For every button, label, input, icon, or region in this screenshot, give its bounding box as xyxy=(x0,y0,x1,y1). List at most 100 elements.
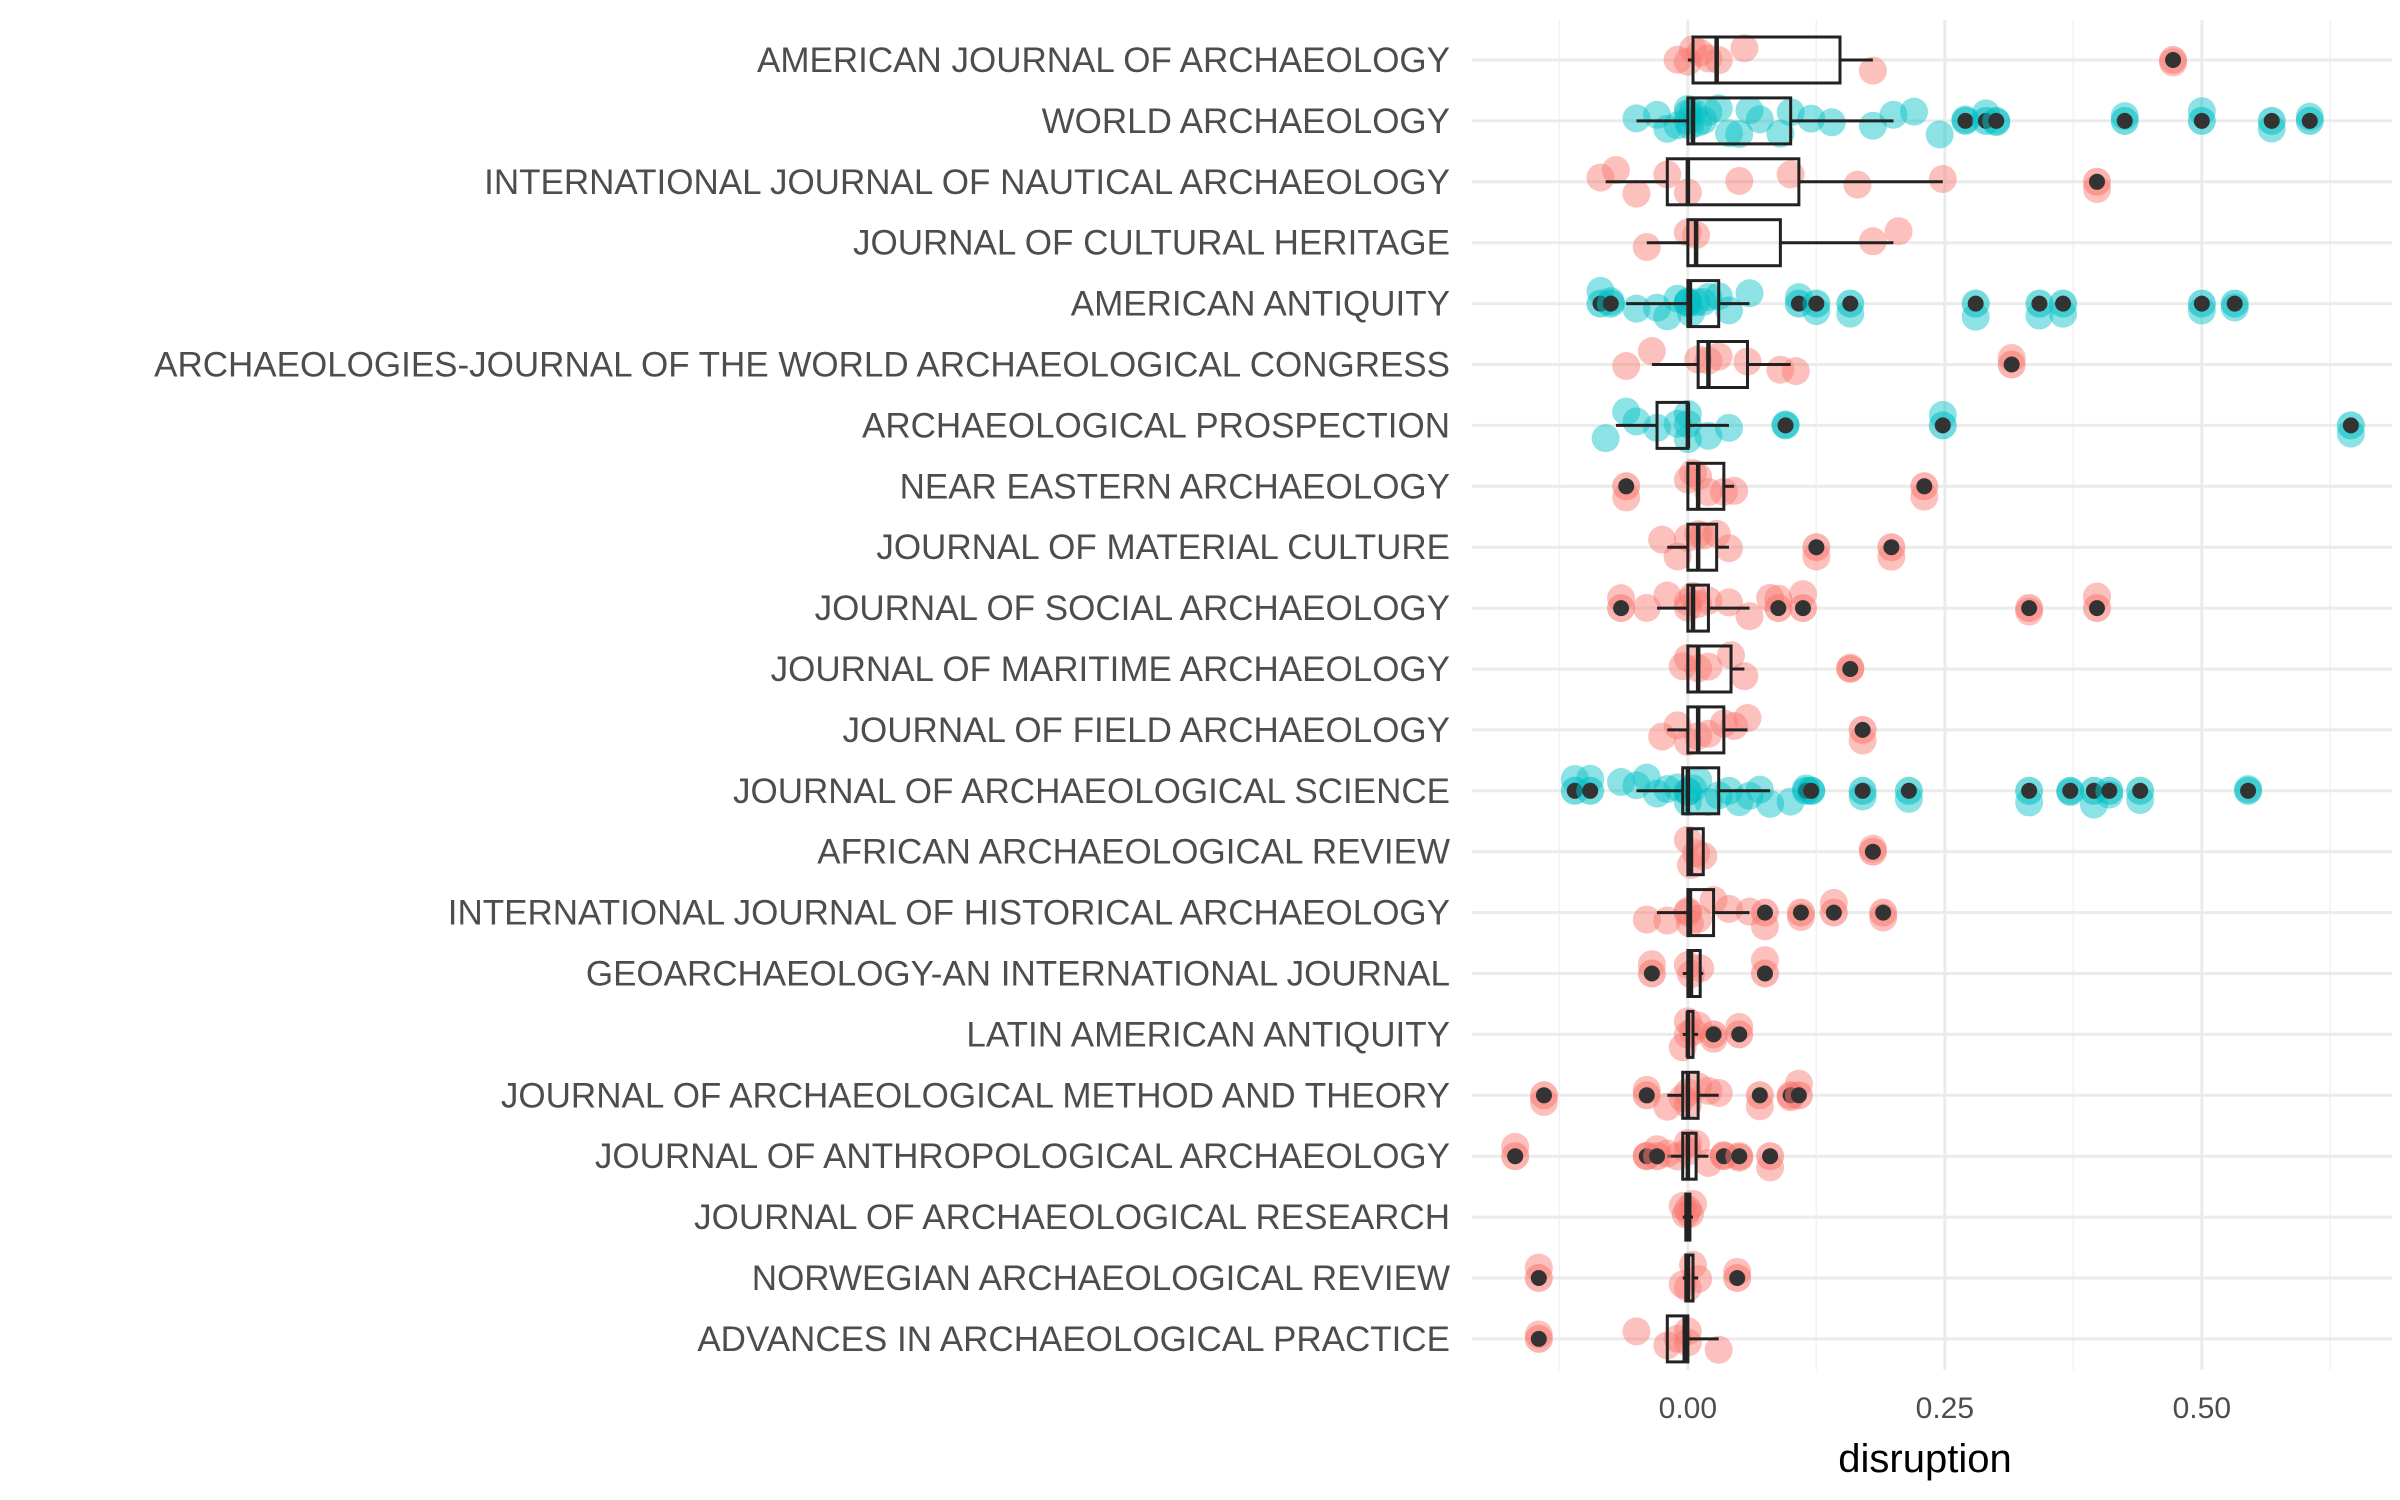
outlier-point xyxy=(2193,112,2210,129)
data-point xyxy=(1725,166,1754,195)
outlier-point xyxy=(1808,539,1825,556)
outlier-point xyxy=(1618,478,1635,495)
data-point xyxy=(1622,104,1651,133)
box-iqr xyxy=(1686,522,1719,572)
data-point xyxy=(1776,160,1805,189)
category-label: JOURNAL OF MATERIAL CULTURE xyxy=(876,528,1450,567)
outlier-point xyxy=(2088,173,2105,190)
data-point xyxy=(1704,94,1733,123)
data-point xyxy=(1745,105,1774,134)
data-point xyxy=(1675,111,1704,140)
category-label: JOURNAL OF ARCHAEOLOGICAL RESEARCH xyxy=(694,1198,1450,1237)
outlier-point xyxy=(1649,1148,1666,1165)
box-iqr xyxy=(1686,218,1782,268)
category-label: GEOARCHAEOLOGY-AN INTERNATIONAL JOURNAL xyxy=(586,955,1450,994)
data-point xyxy=(1694,787,1723,816)
data-point xyxy=(1704,1335,1733,1364)
outlier-point xyxy=(1582,782,1599,799)
category-labels: AMERICAN JOURNAL OF ARCHAEOLOGY WORLD ARC… xyxy=(154,41,1450,1359)
data-point xyxy=(1663,284,1692,313)
outlier-point xyxy=(1638,1087,1655,1104)
data-point xyxy=(1694,1076,1723,1105)
grid-layer xyxy=(1472,20,2392,1370)
data-point xyxy=(1643,779,1672,808)
outlier-point xyxy=(1967,295,1984,312)
outlier-point xyxy=(1507,1148,1524,1165)
outlier-point xyxy=(2342,417,2359,434)
data-point xyxy=(1663,542,1692,571)
outlier-point xyxy=(2132,782,2149,799)
category-label: ADVANCES IN ARCHAEOLOGICAL PRACTICE xyxy=(697,1320,1450,1359)
data-point xyxy=(1663,711,1692,740)
outlier-point xyxy=(1535,1087,1552,1104)
data-point xyxy=(1694,719,1723,748)
box-iqr xyxy=(1686,705,1726,755)
outlier-point xyxy=(2062,782,2079,799)
outlier-point xyxy=(1643,965,1660,982)
outlier-point xyxy=(1854,721,1871,738)
outlier-point xyxy=(1883,539,1900,556)
outlier-point xyxy=(1794,600,1811,617)
data-point xyxy=(1643,293,1672,322)
outlier-point xyxy=(1731,1026,1748,1043)
data-point xyxy=(1714,894,1743,923)
data-point xyxy=(1735,279,1764,308)
outlier-point xyxy=(1842,295,1859,312)
data-point xyxy=(1663,773,1692,802)
data-point xyxy=(1632,232,1661,261)
data-point xyxy=(1622,407,1651,436)
data-point xyxy=(1632,905,1661,934)
data-point xyxy=(1900,97,1929,126)
outlier-point xyxy=(1530,1270,1547,1286)
data-point xyxy=(1781,357,1810,386)
data-point xyxy=(1730,34,1759,63)
box-iqr xyxy=(1686,461,1726,511)
data-point xyxy=(1725,120,1754,149)
data-point xyxy=(1694,652,1723,681)
box-iqr xyxy=(1686,583,1710,633)
data-point xyxy=(1720,476,1749,505)
data-point xyxy=(1704,1078,1733,1107)
data-point xyxy=(1928,165,1957,194)
data-point xyxy=(1601,156,1630,185)
outlier-point xyxy=(1770,600,1787,617)
data-point xyxy=(1653,302,1682,331)
outlier-point xyxy=(1790,1087,1807,1104)
outlier-point xyxy=(1864,843,1881,860)
data-point xyxy=(1612,352,1641,381)
category-label: LATIN AMERICAN ANTIQUITY xyxy=(966,1015,1450,1054)
outlier-point xyxy=(2031,295,2048,312)
data-point xyxy=(1766,119,1795,148)
outlier-point xyxy=(1762,1148,1779,1165)
category-label: NORWEGIAN ARCHAEOLOGICAL REVIEW xyxy=(752,1259,1450,1298)
box-iqr xyxy=(1691,35,1842,85)
box-iqr xyxy=(1665,1314,1690,1364)
category-label: JOURNAL OF ANTHROPOLOGICAL ARCHAEOLOGY xyxy=(595,1137,1450,1176)
outlier-point xyxy=(1613,600,1630,617)
data-point xyxy=(1607,768,1636,797)
outlier-point xyxy=(1751,1087,1768,1104)
data-point xyxy=(1735,781,1764,810)
data-point xyxy=(1622,179,1651,208)
data-point xyxy=(1689,106,1718,135)
x-tick-label: 0.50 xyxy=(2173,1392,2231,1425)
category-label: JOURNAL OF SOCIAL ARCHAEOLOGY xyxy=(815,589,1450,628)
outlier-point xyxy=(1705,1026,1722,1043)
outlier-point xyxy=(2116,112,2133,129)
data-point xyxy=(1591,424,1620,453)
outlier-point xyxy=(1957,112,1974,129)
outlier-point xyxy=(1842,661,1859,677)
outlier-point xyxy=(2101,782,2118,799)
outlier-point xyxy=(1756,965,1773,982)
category-label: JOURNAL OF MARITIME ARCHAEOLOGY xyxy=(771,650,1450,689)
category-label: JOURNAL OF ARCHAEOLOGICAL SCIENCE xyxy=(733,772,1450,811)
data-point xyxy=(1663,45,1692,74)
data-point xyxy=(1679,1189,1708,1218)
box-iqr xyxy=(1681,1070,1700,1120)
category-label: INTERNATIONAL JOURNAL OF HISTORICAL ARCH… xyxy=(448,894,1450,933)
data-point xyxy=(1694,421,1723,450)
category-label: AFRICAN ARCHAEOLOGICAL REVIEW xyxy=(817,833,1450,872)
data-point xyxy=(1632,763,1661,792)
outlier-point xyxy=(2021,782,2038,799)
